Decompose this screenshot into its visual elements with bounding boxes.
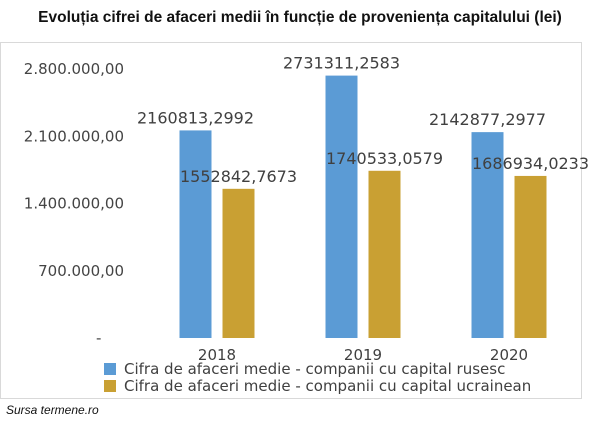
data-labels-group: 2160813,2992 1552842,7673 2731311,2583 1740…: [137, 54, 589, 186]
x-tick-label: 2020: [490, 346, 528, 364]
bar-chart: - 700.000,00 1.400.000,00 2.100.000,00 2.800…: [24, 54, 589, 395]
data-label: 2731311,2583: [283, 54, 400, 73]
y-tick-label: 2.800.000,00: [24, 60, 124, 78]
bar: [222, 188, 255, 338]
y-tick-label: 2.100.000,00: [24, 127, 124, 145]
legend: Cifra de afaceri medie - companii cu cap…: [104, 360, 531, 395]
bars-group: [179, 75, 547, 338]
data-label: 1740533,0579: [326, 149, 443, 168]
x-tick-label: 2018: [198, 346, 236, 364]
bar: [471, 132, 504, 338]
legend-swatch: [104, 363, 116, 375]
legend-label: Cifra de afaceri medie - companii cu cap…: [124, 377, 531, 395]
legend-label: Cifra de afaceri medie - companii cu cap…: [124, 360, 505, 378]
x-axis: 2018 2019 2020: [198, 346, 528, 364]
legend-swatch: [104, 380, 116, 392]
data-label: 1552842,7673: [180, 167, 297, 186]
chart-title: Evoluția cifrei de afaceri medii în func…: [38, 9, 562, 26]
bar: [179, 130, 212, 338]
y-tick-label: 1.400.000,00: [24, 195, 124, 213]
data-label: 1686934,0233: [472, 154, 589, 173]
bar: [325, 75, 358, 338]
y-tick-label: 700.000,00: [38, 262, 124, 280]
y-axis: - 700.000,00 1.400.000,00 2.100.000,00 2.800…: [24, 60, 124, 347]
data-label: 2160813,2992: [137, 108, 254, 127]
data-label: 2142877,2977: [429, 110, 546, 129]
source-note: Sursa termene.ro: [6, 403, 99, 417]
x-tick-label: 2019: [344, 346, 382, 364]
y-tick-label: -: [96, 329, 101, 347]
bar: [514, 175, 547, 338]
bar: [368, 170, 401, 338]
